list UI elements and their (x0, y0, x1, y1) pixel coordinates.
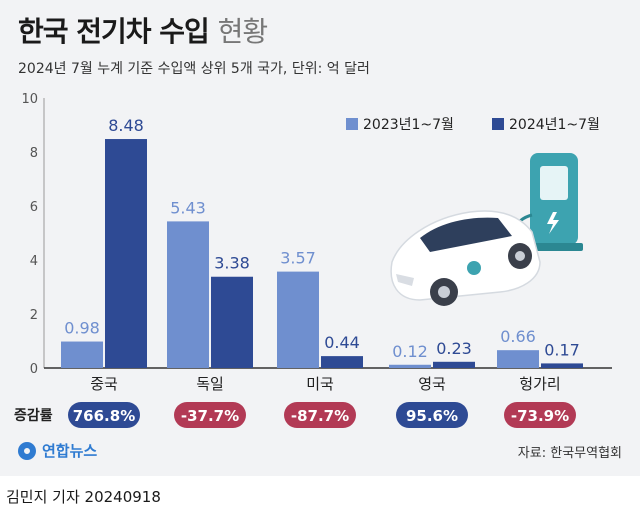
subtitle: 2024년 7월 누계 기준 수입액 상위 5개 국가, 단위: 억 달러 (18, 61, 370, 77)
y-tick-label: 0 (30, 362, 38, 377)
title-light: 현황 (217, 15, 269, 48)
car-hubcap-front (438, 286, 450, 298)
change-badge-text: -37.7% (181, 407, 239, 425)
change-badge-text: 766.8% (73, 407, 135, 425)
bar-2024 (105, 139, 147, 368)
title-main: 한국 전기차 수입 (18, 15, 210, 48)
y-tick-label: 8 (30, 146, 38, 161)
x-category-label: 독일 (196, 375, 224, 393)
change-badge (174, 402, 246, 428)
car-illustration (390, 153, 583, 306)
car-window (420, 217, 512, 252)
bar-value-label: 0.98 (64, 319, 100, 338)
x-category-label: 미국 (306, 375, 334, 393)
bar-2024 (211, 276, 253, 368)
change-badge-text: -73.9% (511, 407, 569, 425)
x-category-label: 중국 (90, 375, 118, 393)
car-hubcap-rear (515, 251, 525, 261)
x-category-label: 영국 (418, 375, 446, 393)
lightning-icon (547, 212, 559, 234)
source-note: 자료: 한국무역협회 (517, 446, 622, 461)
car-headlight (396, 274, 414, 286)
y-tick-label: 10 (21, 92, 38, 107)
legend-label: 2023년1~7월 (363, 117, 454, 133)
bar-2023 (497, 350, 539, 368)
change-badge-text: -87.7% (291, 407, 349, 425)
bar-2024 (321, 356, 363, 368)
bar-2023 (167, 221, 209, 368)
bar-2024 (433, 361, 475, 368)
x-category-label: 헝가리 (519, 375, 560, 393)
yonhap-logo-text: 연합뉴스 (42, 442, 98, 460)
change-badge-text: 95.6% (406, 407, 458, 425)
change-badge (68, 402, 140, 428)
bar-chart: 0 2 4 6 8 10 0.98 5.43 3.57 0.12 0.66 8.48 3.38 0.44 0… (14, 92, 612, 428)
charger-screen (540, 166, 568, 200)
bar-value-label: 8.48 (108, 116, 144, 135)
bar-2023 (61, 341, 103, 368)
yonhap-logo: 연합뉴스 (18, 440, 97, 461)
bar-value-label: 0.66 (500, 327, 536, 346)
yonhap-logo-icon (18, 441, 36, 460)
charger-base (525, 243, 583, 251)
legend-swatch (346, 118, 358, 130)
y-tick-label: 6 (30, 200, 38, 215)
change-badge (504, 402, 576, 428)
bar-value-label: 0.17 (544, 340, 580, 359)
change-badge (284, 402, 356, 428)
bar-2023 (277, 271, 319, 368)
bar-value-label: 0.44 (324, 333, 360, 352)
bar-value-label: 3.57 (280, 249, 316, 268)
ev-badge-icon (467, 261, 481, 275)
legend-label: 2024년1~7월 (509, 117, 600, 133)
y-tick-label: 2 (30, 308, 38, 323)
legend-swatch (492, 118, 504, 130)
bar-2023 (389, 364, 431, 368)
bar-value-label: 0.12 (392, 342, 428, 361)
bar-value-label: 3.38 (214, 254, 250, 273)
bar-value-label: 0.23 (436, 339, 472, 358)
change-badge (396, 402, 468, 428)
page-title: 한국 전기차 수입 현황 (18, 10, 269, 50)
bar-value-label: 5.43 (170, 198, 206, 217)
bar-2024 (541, 363, 583, 368)
y-tick-label: 4 (30, 254, 38, 269)
byline: 김민지 기자 20240918 (6, 488, 161, 506)
change-row-label: 증감률 (14, 407, 53, 424)
